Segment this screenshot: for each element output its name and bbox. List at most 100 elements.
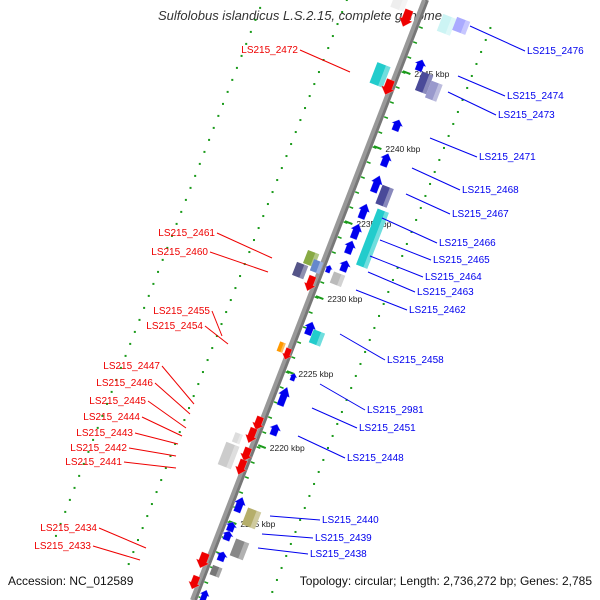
minor-tick — [343, 221, 348, 224]
minor-tick — [296, 341, 302, 344]
gene-2443 — [217, 441, 240, 470]
guide-dot — [382, 302, 385, 305]
gene-2466c — [356, 208, 389, 269]
minor-tick — [291, 356, 296, 359]
minor-tick — [401, 71, 406, 74]
guide-dot — [285, 554, 288, 557]
gene-2474-shape — [414, 71, 434, 95]
guide-dot — [447, 134, 450, 137]
guide-dot — [124, 354, 127, 357]
gene-2443-shape — [217, 441, 240, 470]
guide-dot — [299, 518, 302, 521]
gene-2433-shape — [188, 574, 201, 590]
gene-2438-shape — [229, 538, 250, 561]
gene-2446-label: LS215_2446 — [96, 378, 153, 389]
minor-tick — [378, 131, 383, 134]
guide-dot — [442, 146, 445, 149]
gene-2472-shape — [381, 78, 395, 95]
gene-2447-label: LS215_2447 — [103, 361, 160, 372]
guide-dot — [466, 86, 469, 89]
gene-2444 — [239, 446, 253, 462]
gene-2436 — [199, 589, 210, 600]
guide-dot — [215, 335, 218, 338]
gene-2478r-shape — [390, 0, 413, 12]
backbone-shadow — [193, 0, 429, 600]
dotted-guide-lines — [54, 0, 492, 593]
guide-dot — [208, 138, 211, 141]
gene-2471a — [390, 119, 404, 133]
guide-dot — [345, 0, 348, 2]
guide-dot — [106, 402, 109, 405]
gene-2440 — [241, 507, 262, 530]
guide-dot — [294, 530, 297, 533]
gene-2438b — [215, 551, 229, 563]
gene-2467 — [375, 184, 394, 208]
guide-dot — [317, 470, 320, 473]
guide-dot — [249, 30, 252, 33]
gene-2445-label: LS215_2445 — [89, 396, 146, 407]
gene-2472-leader — [299, 49, 351, 73]
minor-tick — [320, 281, 325, 284]
gene-2447-shape — [252, 415, 265, 430]
guide-dot — [340, 410, 343, 413]
guide-dot — [212, 126, 215, 129]
gene-2475 — [414, 59, 427, 73]
guide-dot — [78, 474, 81, 477]
minor-tick — [366, 161, 371, 164]
guide-dot — [280, 167, 283, 170]
gene-2438-label: LS215_2438 — [310, 549, 367, 560]
gene-2458-leader — [339, 333, 386, 361]
gene-2471-shape — [379, 153, 392, 168]
gene-2468-leader — [411, 167, 461, 191]
guide-dot — [378, 314, 381, 317]
gene-2455-leader — [211, 310, 223, 337]
gene-2477r — [398, 8, 414, 28]
minor-tick — [308, 311, 313, 314]
guide-dot — [197, 383, 200, 386]
guide-dot — [313, 83, 316, 86]
gene-2464-shape — [339, 260, 351, 273]
guide-dot — [248, 251, 251, 254]
guide-dot — [127, 563, 130, 566]
guide-dot — [101, 414, 104, 417]
gene-2471 — [379, 152, 393, 169]
gene-2466-shape — [349, 223, 362, 240]
guide-dot — [225, 311, 228, 314]
gene-2466-leader — [381, 217, 438, 244]
gene-2458 — [308, 329, 326, 347]
guide-dot — [470, 74, 473, 77]
guide-dot — [141, 527, 144, 530]
gene-2460b — [303, 274, 317, 292]
gene-2473-leader — [447, 91, 497, 116]
guide-dot — [147, 294, 150, 297]
gene-2473-shape — [424, 80, 443, 102]
gene-2437 — [209, 564, 223, 578]
guide-dot — [87, 450, 90, 453]
guide-dot — [229, 299, 232, 302]
guide-dot — [252, 239, 255, 242]
guide-dot — [183, 419, 186, 422]
minor-tick — [372, 146, 377, 149]
guide-dot — [289, 542, 292, 545]
guide-dot — [387, 290, 390, 293]
gene-2454 — [281, 346, 293, 361]
minor-tick — [250, 461, 255, 464]
guide-dot — [275, 578, 278, 581]
gene-2454-shape — [282, 347, 293, 360]
minor-tick — [389, 101, 394, 104]
gene-2466-label: LS215_2466 — [439, 238, 496, 249]
minor-tick — [256, 446, 261, 449]
minor-tick — [244, 476, 249, 479]
gene-2444-leader — [141, 416, 183, 437]
gene-2464-label: LS215_2464 — [425, 272, 482, 283]
gene-2981-label: LS215_2981 — [367, 405, 424, 416]
gene-2448-shape — [269, 424, 281, 437]
guide-dot — [138, 318, 141, 321]
gene-2460 — [291, 261, 309, 280]
gene-2468-label: LS215_2468 — [462, 185, 519, 196]
guide-dot — [157, 270, 160, 273]
guide-dot — [391, 278, 394, 281]
gene-2981 — [288, 372, 298, 383]
gene-2438b-shape — [216, 551, 228, 563]
gene-2440-shape — [241, 507, 262, 530]
